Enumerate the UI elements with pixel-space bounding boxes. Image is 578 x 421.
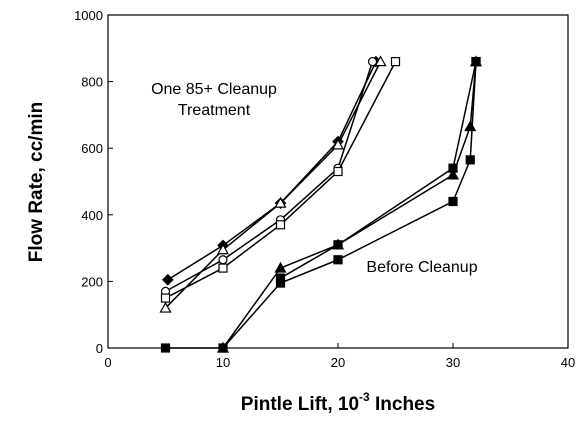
x-tick-label: 40	[561, 355, 575, 370]
marker	[471, 57, 481, 67]
x-label-suffix: Inches	[370, 394, 435, 415]
x-tick-label: 10	[216, 355, 230, 370]
series-line	[280, 61, 477, 279]
marker	[275, 273, 286, 283]
marker	[161, 273, 174, 286]
y-tick-label: 600	[81, 141, 103, 156]
plot-frame	[107, 14, 569, 349]
y-tick-label: 0	[96, 341, 103, 356]
marker	[333, 255, 343, 265]
marker	[275, 220, 286, 230]
marker	[160, 293, 171, 303]
marker	[333, 240, 343, 250]
annotation: Before Cleanup	[366, 259, 477, 276]
marker	[333, 166, 343, 177]
marker	[448, 196, 458, 207]
y-tick-label: 200	[81, 274, 103, 289]
marker	[218, 255, 228, 265]
series-line	[164, 61, 382, 309]
marker	[160, 343, 171, 353]
marker	[331, 138, 345, 150]
marker	[274, 261, 287, 273]
marker	[465, 155, 475, 165]
marker	[216, 243, 230, 255]
marker	[390, 57, 401, 67]
annotation: Treatment	[178, 102, 251, 119]
marker	[464, 120, 477, 132]
x-label-sup: -3	[359, 390, 370, 404]
y-axis-label: Flow Rate, cc/min	[26, 102, 47, 262]
y-tick-label: 1000	[74, 8, 103, 23]
marker	[159, 301, 172, 313]
marker	[374, 55, 387, 67]
marker	[446, 168, 460, 180]
series-line	[222, 61, 477, 349]
marker	[448, 163, 458, 173]
x-tick-label: 20	[331, 355, 345, 370]
marker	[367, 57, 378, 67]
marker	[216, 341, 230, 353]
x-tick-label: 30	[446, 355, 460, 370]
x-axis-label: Pintle Lift, 10-3 Inches	[241, 390, 435, 415]
y-tick-label: 800	[81, 75, 103, 90]
marker	[218, 263, 228, 273]
y-tick-label: 400	[81, 208, 103, 223]
x-label-main: Pintle Lift, 10	[241, 394, 359, 415]
marker	[274, 196, 287, 208]
x-tick-label: 0	[104, 355, 111, 370]
annotation: One 85+ Cleanup	[151, 81, 277, 98]
